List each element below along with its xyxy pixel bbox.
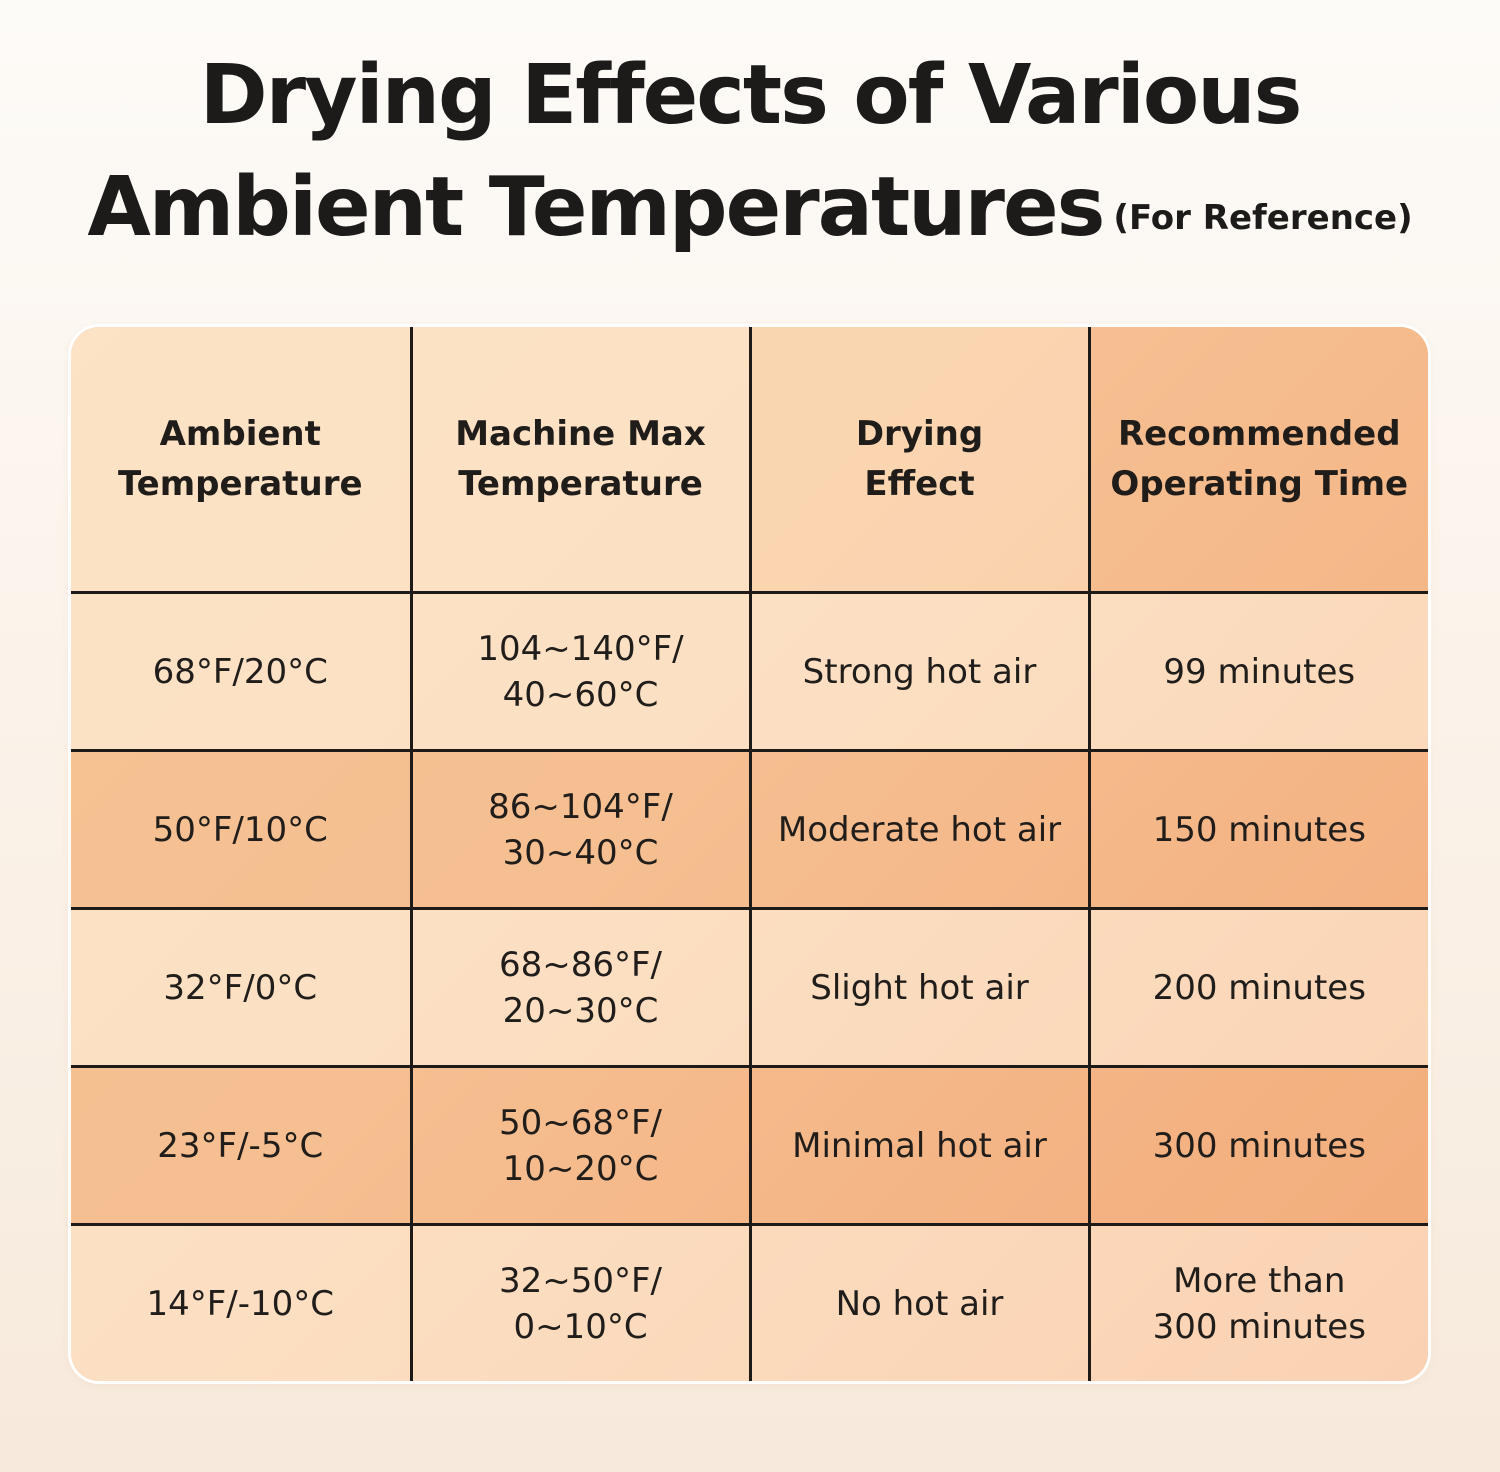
header-machine-max-temperature: Machine Max Temperature [409, 327, 752, 594]
cell-line: 40~60°C [502, 674, 659, 715]
cell-line: 68~86°F/ [498, 944, 663, 985]
cell-line: 150 minutes [1152, 809, 1366, 850]
cell-effect: Minimal hot air [748, 1065, 1091, 1226]
cell-line: 0~10°C [513, 1306, 648, 1347]
cell-line: 300 minutes [1152, 1125, 1366, 1166]
cell-effect: Strong hot air [748, 592, 1091, 752]
cell-machine-max: 68~86°F/ 20~30°C [409, 907, 752, 1068]
drying-table-card: Ambient Temperature Machine Max Temperat… [71, 327, 1428, 1381]
header-text: Machine Max [455, 414, 706, 454]
header-text: Operating Time [1110, 464, 1409, 504]
table-row: 14°F/-10°C 32~50°F/ 0~10°C No hot air Mo… [71, 1223, 1428, 1381]
table-row: 50°F/10°C 86~104°F/ 30~40°C Moderate hot… [71, 749, 1428, 910]
cell-effect: Slight hot air [748, 907, 1091, 1068]
title-note: (For Reference) [1113, 198, 1413, 238]
header-text: Temperature [117, 464, 363, 504]
cell-ambient: 68°F/20°C [71, 592, 413, 752]
page-title: Drying Effects of Various Ambient Temper… [0, 40, 1500, 274]
cell-time: 99 minutes [1087, 592, 1428, 752]
cell-time: 200 minutes [1087, 907, 1428, 1068]
cell-machine-max: 104~140°F/ 40~60°C [409, 592, 752, 752]
title-line-1: Drying Effects of Various [199, 48, 1303, 143]
cell-line: 32~50°F/ [498, 1260, 663, 1301]
header-ambient-temperature: Ambient Temperature [71, 327, 413, 594]
cell-effect: No hot air [748, 1223, 1091, 1381]
cell-line: 10~20°C [502, 1148, 659, 1189]
cell-ambient: 50°F/10°C [71, 749, 413, 910]
header-text: Ambient [159, 414, 321, 454]
cell-machine-max: 32~50°F/ 0~10°C [409, 1223, 752, 1381]
cell-machine-max: 50~68°F/ 10~20°C [409, 1065, 752, 1226]
cell-line: 30~40°C [502, 832, 659, 873]
header-text: Recommended [1117, 414, 1401, 454]
cell-ambient: 14°F/-10°C [71, 1223, 413, 1381]
cell-line: 50~68°F/ [498, 1102, 663, 1143]
cell-line: 20~30°C [502, 990, 659, 1031]
cell-line: 300 minutes [1152, 1306, 1366, 1347]
table-row: 32°F/0°C 68~86°F/ 20~30°C Slight hot air… [71, 907, 1428, 1068]
header-text: Drying [855, 414, 984, 454]
cell-line: 86~104°F/ [488, 786, 673, 827]
header-text: Temperature [458, 464, 703, 504]
cell-effect: Moderate hot air [748, 749, 1091, 910]
title-line-2: Ambient Temperatures (For Reference) [0, 152, 1500, 274]
header-drying-effect: Drying Effect [748, 327, 1091, 594]
cell-time: 300 minutes [1087, 1065, 1428, 1226]
title-line-2-text: Ambient Temperatures [87, 160, 1105, 255]
table-header-row: Ambient Temperature Machine Max Temperat… [71, 327, 1428, 594]
table-row: 23°F/-5°C 50~68°F/ 10~20°C Minimal hot a… [71, 1065, 1428, 1226]
header-recommended-operating-time: Recommended Operating Time [1087, 327, 1428, 594]
cell-machine-max: 86~104°F/ 30~40°C [409, 749, 752, 910]
cell-time: 150 minutes [1087, 749, 1428, 910]
drying-effects-table: Ambient Temperature Machine Max Temperat… [71, 327, 1428, 1381]
cell-line: 99 minutes [1163, 651, 1356, 692]
header-text: Effect [864, 464, 975, 504]
cell-line: 104~140°F/ [477, 628, 684, 669]
cell-ambient: 23°F/-5°C [71, 1065, 413, 1226]
table-row: 68°F/20°C 104~140°F/ 40~60°C Strong hot … [71, 592, 1428, 752]
cell-time: More than 300 minutes [1087, 1223, 1428, 1381]
cell-line: 200 minutes [1152, 967, 1366, 1008]
cell-line: More than [1173, 1260, 1346, 1301]
cell-ambient: 32°F/0°C [71, 907, 413, 1068]
